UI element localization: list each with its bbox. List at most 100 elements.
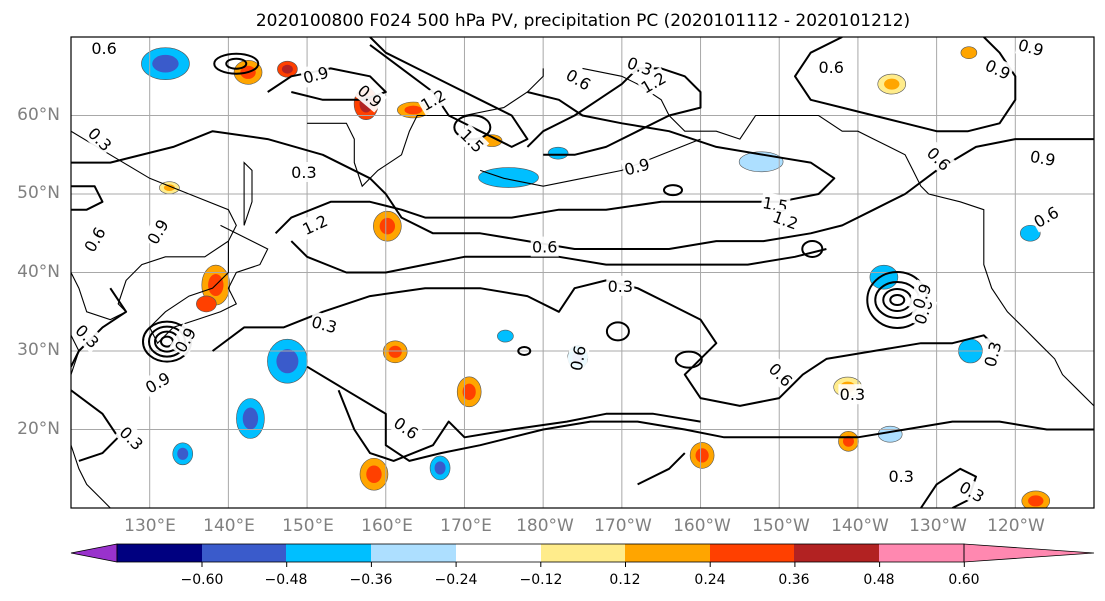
pv-contour-line [517, 346, 532, 356]
pv-contour-label-background [623, 51, 657, 81]
pv-contour-line [225, 57, 248, 70]
lon-tick-label: 130°E [124, 516, 176, 536]
lon-tick-label: 170°W [594, 516, 652, 536]
pv-contour-label-background [352, 79, 388, 113]
precip-anomaly-patch [547, 146, 569, 160]
precip-anomaly-patch [1019, 224, 1041, 242]
precip-anomaly-core [1028, 495, 1044, 507]
coastlines [71, 67, 1094, 508]
lat-tick-label: 50°N [17, 183, 60, 203]
lon-tick-label: 150°W [752, 516, 810, 536]
pv-contour-label: 0.6 [565, 342, 591, 374]
pv-contour-label-background [90, 38, 119, 58]
lon-tick-label: 140°E [203, 516, 255, 536]
colorbar-segment [286, 544, 372, 562]
pv-contour-label: 1.2 [415, 84, 451, 116]
lon-tick-label: 150°E [282, 516, 334, 536]
precip-anomaly-patch [960, 46, 978, 60]
pv-contour-label: 0.3 [838, 384, 867, 405]
pv-contour-line [605, 321, 630, 342]
colorbar-extend-low [70, 543, 118, 563]
pv-contour-label-background [887, 465, 916, 486]
pv-contour-line [212, 279, 1001, 407]
pv-contour-label-background [297, 209, 332, 240]
pv-contour-label: 0.3 [606, 275, 635, 296]
lat-tick-label: 20°N [17, 419, 60, 439]
pv-contour-line [801, 239, 824, 258]
pv-contour-label-background [979, 337, 1006, 371]
pv-contour-label-background [455, 123, 490, 158]
pv-contour-line [267, 67, 387, 101]
latitude-labels: 60°N 50°N 40°N 30°N 20°N [17, 105, 60, 439]
colorbar-tick-label: 0.60 [948, 572, 979, 588]
pv-contour-label-background [289, 162, 318, 182]
colorbar-tick-label: 0.24 [694, 572, 725, 588]
lon-tick-label: 170°E [440, 516, 492, 536]
lon-tick-label: 130°W [909, 516, 967, 536]
pv-contour-label-background [1014, 37, 1048, 61]
lat-tick-label: 40°N [17, 262, 60, 282]
pv-contour-label: 0.3 [289, 162, 318, 182]
coastline-segment [149, 224, 269, 345]
pv-contour-label-background [606, 275, 635, 296]
coastline-segment [582, 67, 1094, 407]
pv-contour-label-background [1027, 145, 1059, 171]
pv-contour-label-background [636, 66, 671, 99]
pv-contour-label: 0.6 [561, 63, 596, 96]
colorbar-tick-label: 0.48 [863, 572, 894, 588]
pv-contour-label-background [561, 63, 596, 96]
pv-contour-label-background [763, 357, 798, 392]
lat-tick-label: 30°N [17, 340, 60, 360]
precip-anomaly-core [404, 105, 423, 115]
pv-contour-label-text: 0.3 [291, 163, 316, 182]
map-panel: 0.60.90.9 1.21.50.6 1.20.3 0.6 0.90.90.30.31… [70, 36, 1095, 509]
colorbar-segment [117, 544, 203, 562]
pv-contour-line [794, 37, 1017, 133]
precipitation-pc-shading [141, 46, 1051, 508]
lon-tick-label: 180°W [516, 516, 574, 536]
longitude-labels: 130°E 140°E 150°E 160°E 170°E 180°W 170°… [124, 516, 1045, 536]
coastline-segment [307, 68, 544, 188]
pv-contour-line [71, 185, 104, 211]
pv-contour-labels: 0.60.90.9 1.21.50.6 1.20.3 0.6 0.90.90.30.31… [71, 37, 1064, 508]
pv-contour-label-background [907, 279, 936, 313]
colorbar-tick-label: 0.36 [778, 572, 809, 588]
pv-contour-label-text: 0.3 [608, 277, 633, 296]
pv-contour-label: 0.6 [530, 236, 559, 257]
precip-anomaly-patch [497, 329, 514, 343]
colorbar-segment [456, 544, 542, 562]
colorbar-segment [625, 544, 711, 562]
pv-contour-label-background [620, 153, 653, 180]
colorbar-segment [371, 544, 457, 562]
pv-contour-line [71, 287, 128, 368]
pv-contour-label: 0.9 [1014, 37, 1048, 61]
pv-contour-label-text: 0.6 [567, 344, 590, 372]
pv-contour-line [213, 52, 260, 75]
precip-anomaly-core [842, 435, 854, 447]
figure-title: 2020100800 F024 500 hPa PV, precipitatio… [256, 11, 910, 31]
colorbar: −0.60 −0.48 −0.36 −0.24 −0.12 0.12 0.24 … [70, 543, 1095, 588]
coastline-segment [71, 130, 237, 321]
coastline-segment [71, 335, 80, 414]
precip-anomaly-core [152, 54, 179, 73]
pv-contour-label-text: 0.3 [888, 467, 913, 486]
precip-anomaly-core [462, 383, 476, 401]
pv-contour-label-background [768, 205, 803, 235]
colorbar-tick-label: −0.48 [265, 572, 308, 588]
precip-anomaly-core [388, 345, 402, 358]
colorbar-segment [710, 544, 796, 562]
colorbar-segment [794, 544, 880, 562]
colorbar-tick-label: −0.60 [181, 572, 224, 588]
pv-contour-label-text: 0.6 [91, 39, 116, 58]
colorbar-extend-high [963, 543, 1095, 563]
pv-contour-label-background [388, 411, 424, 445]
pv-contour-label-text: 0.6 [532, 238, 557, 257]
pv-contour-label: 0.6 [90, 38, 119, 58]
pv-contour-line [337, 389, 701, 462]
colorbar-tick-label: −0.36 [350, 572, 393, 588]
pv-contour-label-background [922, 141, 956, 176]
colorbar-segment [541, 544, 627, 562]
lon-tick-label: 160°W [673, 516, 731, 536]
pv-contour-label-background [299, 61, 332, 88]
